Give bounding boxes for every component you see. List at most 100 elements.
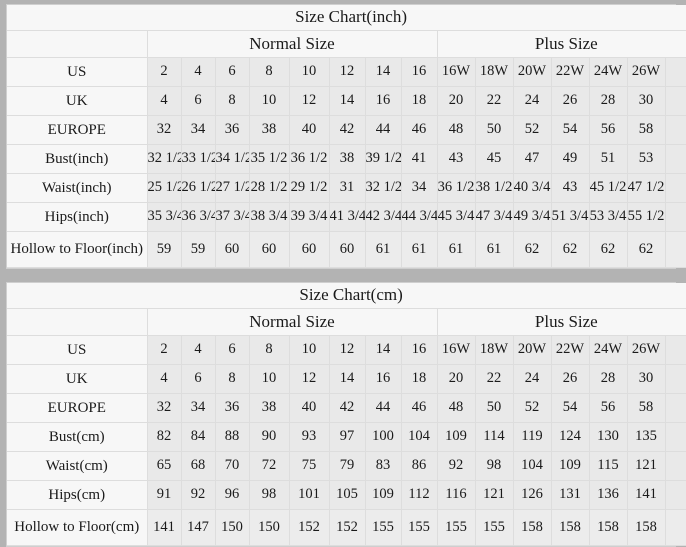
table-cell: 155 xyxy=(364,509,402,546)
table-cell: 155 xyxy=(400,509,438,546)
charts-container: Size Chart(inch) Normal Size Plus Size US 2 4… xyxy=(6,4,686,547)
table-cell: 60 xyxy=(248,231,290,268)
row-label-uk: UK xyxy=(7,86,148,116)
table-cell: 48 xyxy=(436,393,476,423)
row-label-hollow-to-floor-cm: Hollow to Floor(cm) xyxy=(7,509,148,546)
table-cell: 47 1/2 xyxy=(626,173,666,203)
table-cell: 109 xyxy=(364,480,402,510)
table-cell: 28 xyxy=(588,364,628,394)
size-chart-page: Size Chart(inch) Normal Size Plus Size US 2 4… xyxy=(6,4,686,547)
table-cell: 16W xyxy=(436,335,476,365)
table-cell: 39 3/4 xyxy=(288,202,330,232)
table-cell: 58 xyxy=(626,393,666,423)
table-cell: 45 1/2 xyxy=(588,173,628,203)
table-row: US 2 4 6 8 10 12 14 16 16W 18W 20W 22W 24W 26W xyxy=(7,57,686,87)
row-tail-spacer xyxy=(664,509,686,546)
table-cell: 54 xyxy=(550,393,590,423)
table-cell: 59 xyxy=(146,231,182,268)
table-cell: 18 xyxy=(400,86,438,116)
table-cell: 14 xyxy=(364,57,402,87)
table-cell: 26 xyxy=(550,364,590,394)
table-cell: 82 xyxy=(146,422,182,452)
table-cell: 104 xyxy=(400,422,438,452)
table-cell: 104 xyxy=(512,451,552,481)
table-cell: 38 1/2 xyxy=(474,173,514,203)
table-cell: 24 xyxy=(512,86,552,116)
table-cell: 2 xyxy=(146,335,182,365)
group-header-row: Normal Size Plus Size xyxy=(7,30,686,58)
table-cell: 26W xyxy=(626,335,666,365)
table-cell: 105 xyxy=(328,480,366,510)
table-cell: 14 xyxy=(328,364,366,394)
table-cell: 32 1/2 xyxy=(364,173,402,203)
table-cell: 100 xyxy=(364,422,402,452)
table-row: UK 4 6 8 10 12 14 16 18 20 22 24 26 28 30 xyxy=(7,364,686,394)
table-cell: 68 xyxy=(180,451,216,481)
table-cell: 121 xyxy=(474,480,514,510)
table-cell: 14 xyxy=(364,335,402,365)
table-cell: 22W xyxy=(550,57,590,87)
table-cell: 34 xyxy=(180,393,216,423)
table-cell: 12 xyxy=(288,86,330,116)
table-cell: 6 xyxy=(180,86,216,116)
table-cell: 38 xyxy=(248,115,290,145)
table-cell: 10 xyxy=(248,364,290,394)
table-cell: 49 xyxy=(550,144,590,174)
table-cell: 90 xyxy=(248,422,290,452)
table-row: Hips(cm) 91 92 96 98 101 105 109 112 116 121 126 131… xyxy=(7,480,686,510)
row-label-hips-cm: Hips(cm) xyxy=(7,480,148,510)
table-cell: 97 xyxy=(328,422,366,452)
table-cell: 16W xyxy=(436,57,476,87)
table-cell: 40 3/4 xyxy=(512,173,552,203)
table-cell: 26 xyxy=(550,86,590,116)
table-cell: 35 3/4 xyxy=(146,202,182,232)
table-cell: 41 3/4 xyxy=(328,202,366,232)
table-cell: 91 xyxy=(146,480,182,510)
row-tail-spacer xyxy=(664,422,686,452)
table-cell: 42 xyxy=(328,115,366,145)
table-cell: 44 xyxy=(364,115,402,145)
table-cell: 109 xyxy=(550,451,590,481)
table-cell: 46 xyxy=(400,393,438,423)
table-row: Hollow to Floor(cm) 141 147 150 150 152 152 155… xyxy=(7,509,686,546)
table-cell: 62 xyxy=(550,231,590,268)
table-cell: 8 xyxy=(248,335,290,365)
table-row: UK 4 6 8 10 12 14 16 18 20 22 24 26 28 30 xyxy=(7,86,686,116)
table-cell: 16 xyxy=(400,335,438,365)
table-cell: 72 xyxy=(248,451,290,481)
table-cell: 38 xyxy=(328,144,366,174)
table-cell: 10 xyxy=(288,57,330,87)
group-header-normal-size: Normal Size xyxy=(146,30,438,58)
table-cell: 48 xyxy=(436,115,476,145)
table-cell: 60 xyxy=(288,231,330,268)
table-cell: 46 xyxy=(400,115,438,145)
row-tail-spacer xyxy=(664,57,686,87)
table-cell: 20W xyxy=(512,57,552,87)
table-cell: 158 xyxy=(512,509,552,546)
table-cell: 52 xyxy=(512,115,552,145)
table-cell: 6 xyxy=(214,335,250,365)
row-label-us: US xyxy=(7,57,148,87)
table-cell: 53 xyxy=(626,144,666,174)
table-cell: 61 xyxy=(436,231,476,268)
table-cell: 32 xyxy=(146,115,182,145)
table-cell: 93 xyxy=(288,422,330,452)
table-cell: 22 xyxy=(474,86,514,116)
table-cell: 12 xyxy=(328,57,366,87)
table-cell: 98 xyxy=(248,480,290,510)
table-cell: 30 xyxy=(626,364,666,394)
table-cell: 119 xyxy=(512,422,552,452)
table-cell: 84 xyxy=(180,422,216,452)
table-cell: 38 xyxy=(248,393,290,423)
size-chart: Size Chart(cm) Normal Size Plus Size US 2 4 6 8… xyxy=(6,282,686,547)
table-cell: 6 xyxy=(180,364,216,394)
table-cell: 4 xyxy=(180,57,216,87)
table-cell: 45 3/4 xyxy=(436,202,476,232)
table-cell: 18 xyxy=(400,364,438,394)
table-cell: 10 xyxy=(288,335,330,365)
row-label-bust-inch: Bust(inch) xyxy=(7,144,148,174)
table-cell: 29 1/2 xyxy=(288,173,330,203)
row-label-europe: EUROPE xyxy=(7,393,148,423)
table-cell: 55 1/2 xyxy=(626,202,666,232)
table-cell: 20 xyxy=(436,86,476,116)
